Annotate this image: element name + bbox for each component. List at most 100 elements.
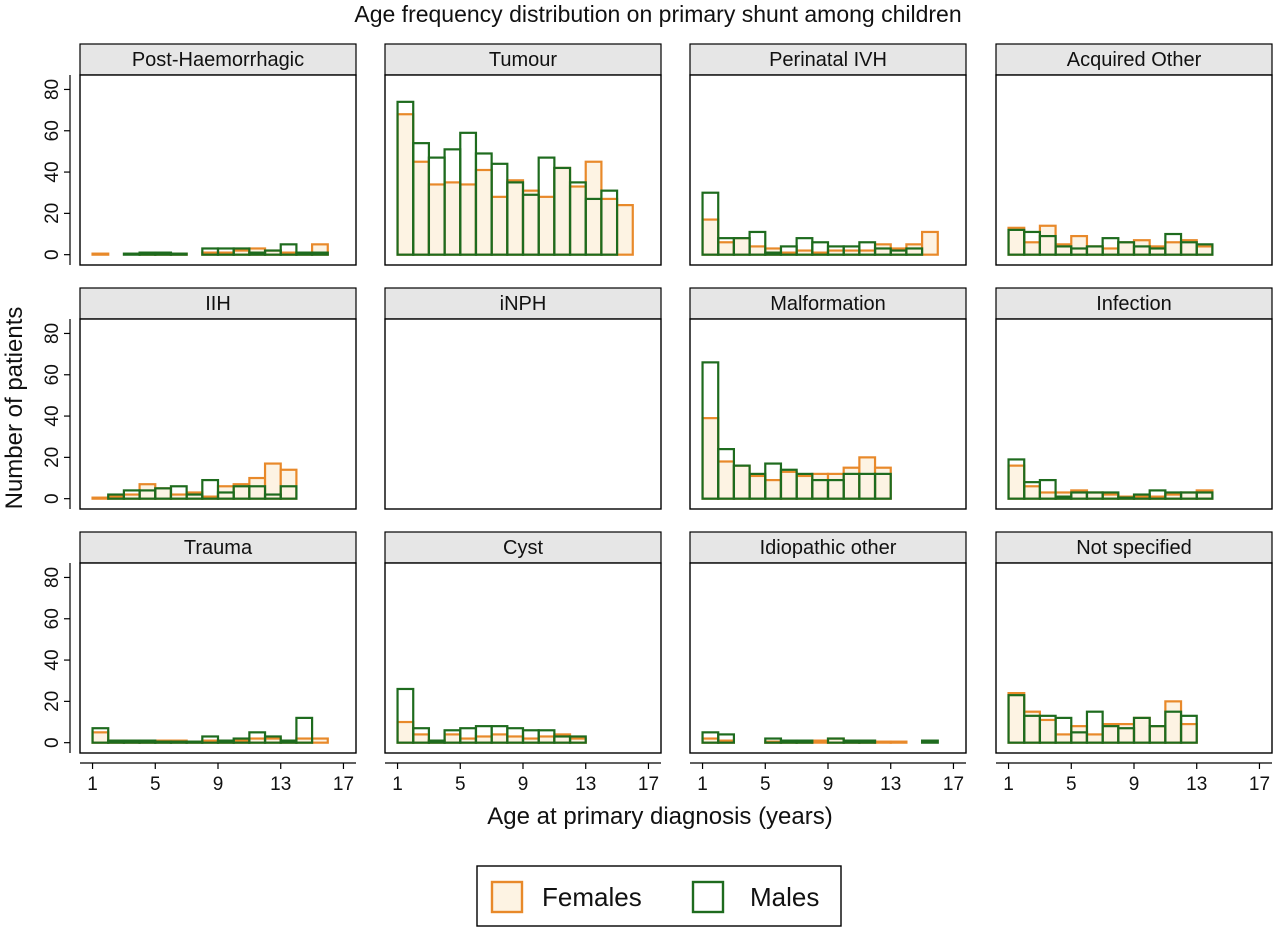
- bar-males: [107, 739, 126, 744]
- panel-frame: [384, 318, 662, 510]
- bar-females: [1054, 733, 1073, 744]
- panel-title: Not specified: [1076, 537, 1192, 559]
- x-tick-label: 13: [575, 774, 596, 795]
- panel-title: Acquired Other: [1067, 49, 1202, 71]
- panel: Perinatal IVH: [689, 43, 967, 266]
- bar-females: [873, 740, 892, 744]
- bar-females: [1007, 464, 1026, 500]
- panel-frame: [79, 74, 357, 266]
- bar-females: [1179, 722, 1198, 744]
- bar-males: [600, 189, 619, 256]
- panel: Post-Haemorrhagic 0 20 40 60 80: [42, 43, 357, 266]
- y-tick-label: 40: [42, 649, 63, 670]
- bar-females: [1007, 226, 1026, 256]
- panel-strip: [689, 43, 967, 76]
- x-tick-label: 5: [455, 774, 466, 795]
- bar-females: [521, 189, 540, 256]
- bar-females: [1195, 245, 1214, 256]
- bar-males: [1101, 491, 1120, 500]
- bar-females: [1085, 245, 1104, 256]
- bar-females: [553, 166, 572, 256]
- bar-males: [1179, 714, 1198, 744]
- panel: iNPH: [384, 287, 662, 510]
- bar-males: [310, 251, 329, 256]
- bar-females: [1085, 733, 1104, 744]
- bar-females: [279, 468, 298, 500]
- bar-males: [427, 739, 446, 744]
- x-tick-label: 9: [1129, 774, 1140, 795]
- bar-males: [920, 739, 939, 744]
- panel: Cyst 1 5 9 13 17: [384, 531, 662, 795]
- bar-males: [138, 739, 157, 744]
- legend-label-females: Females: [542, 882, 642, 912]
- x-tick-label: 1: [87, 774, 98, 795]
- y-tick-label: 0: [42, 249, 63, 260]
- bar-females: [842, 466, 861, 500]
- panel-title: iNPH: [500, 293, 547, 315]
- bar-females: [154, 487, 173, 500]
- panel-strip: [689, 531, 967, 564]
- bar-males: [295, 716, 314, 744]
- bar-females: [1070, 725, 1089, 744]
- bar-males: [122, 252, 141, 256]
- bar-females: [490, 733, 509, 744]
- x-tick-label: 1: [1003, 774, 1014, 795]
- panel-title: IIH: [205, 293, 231, 315]
- bar-females: [412, 160, 431, 256]
- bar-males: [279, 739, 298, 744]
- panel-strip: [79, 43, 357, 76]
- bar-females: [1023, 241, 1042, 256]
- bar-males: [138, 251, 157, 256]
- bar-males: [216, 739, 235, 744]
- panel-strip: [995, 287, 1273, 320]
- bar-females: [248, 476, 267, 500]
- bar-males: [717, 733, 736, 744]
- panel-frame: [689, 74, 967, 266]
- bar-males: [873, 472, 892, 500]
- panel-title: Idiopathic other: [760, 537, 897, 559]
- panel-title: Malformation: [770, 293, 886, 315]
- bar-females: [443, 181, 462, 256]
- x-tick-label: 17: [1249, 774, 1270, 795]
- bar-females: [1070, 234, 1089, 256]
- bar-females: [1164, 700, 1183, 744]
- bar-females: [443, 733, 462, 744]
- bar-males: [701, 191, 720, 256]
- bar-females: [537, 195, 556, 256]
- panel: Idiopathic other 1 5 9 13 17: [689, 531, 967, 795]
- bar-males: [154, 740, 173, 744]
- bar-males: [169, 485, 188, 500]
- bar-females: [826, 472, 845, 500]
- legend-box: [476, 865, 842, 927]
- bar-females: [1023, 485, 1042, 500]
- panel-title: Infection: [1096, 293, 1172, 315]
- bar-females: [490, 195, 509, 256]
- bar-females: [1132, 716, 1151, 744]
- y-tick-label: 60: [42, 364, 63, 385]
- legend: Females Males: [476, 865, 842, 927]
- panels-group: Post-Haemorrhagic 0 20 40 60 80 Tumour Perinata…: [42, 43, 1273, 795]
- bar-females: [310, 737, 329, 744]
- bar-females: [858, 456, 877, 500]
- bar-males: [412, 727, 431, 744]
- bar-females: [748, 245, 767, 256]
- bar-females: [873, 466, 892, 500]
- panel-strip: [384, 531, 662, 564]
- x-tick-label: 5: [1066, 774, 1077, 795]
- bar-females: [1038, 224, 1057, 256]
- bar-females: [811, 739, 830, 744]
- bar-females: [412, 733, 431, 744]
- bar-females: [701, 218, 720, 256]
- y-tick-label: 60: [42, 120, 63, 141]
- panel: Trauma 0 20 40 60 80 1 5 9 13 17: [42, 531, 357, 795]
- y-tick-label: 20: [42, 203, 63, 224]
- bar-females: [1117, 241, 1136, 256]
- y-tick-label: 40: [42, 405, 63, 426]
- bar-males: [279, 485, 298, 500]
- panel-strip: [689, 287, 967, 320]
- bar-females: [779, 470, 798, 500]
- bar-females: [1007, 692, 1026, 744]
- y-tick-label: 80: [42, 79, 63, 100]
- panel: IIH 0 20 40 60 80: [42, 287, 357, 510]
- bar-females: [732, 237, 751, 256]
